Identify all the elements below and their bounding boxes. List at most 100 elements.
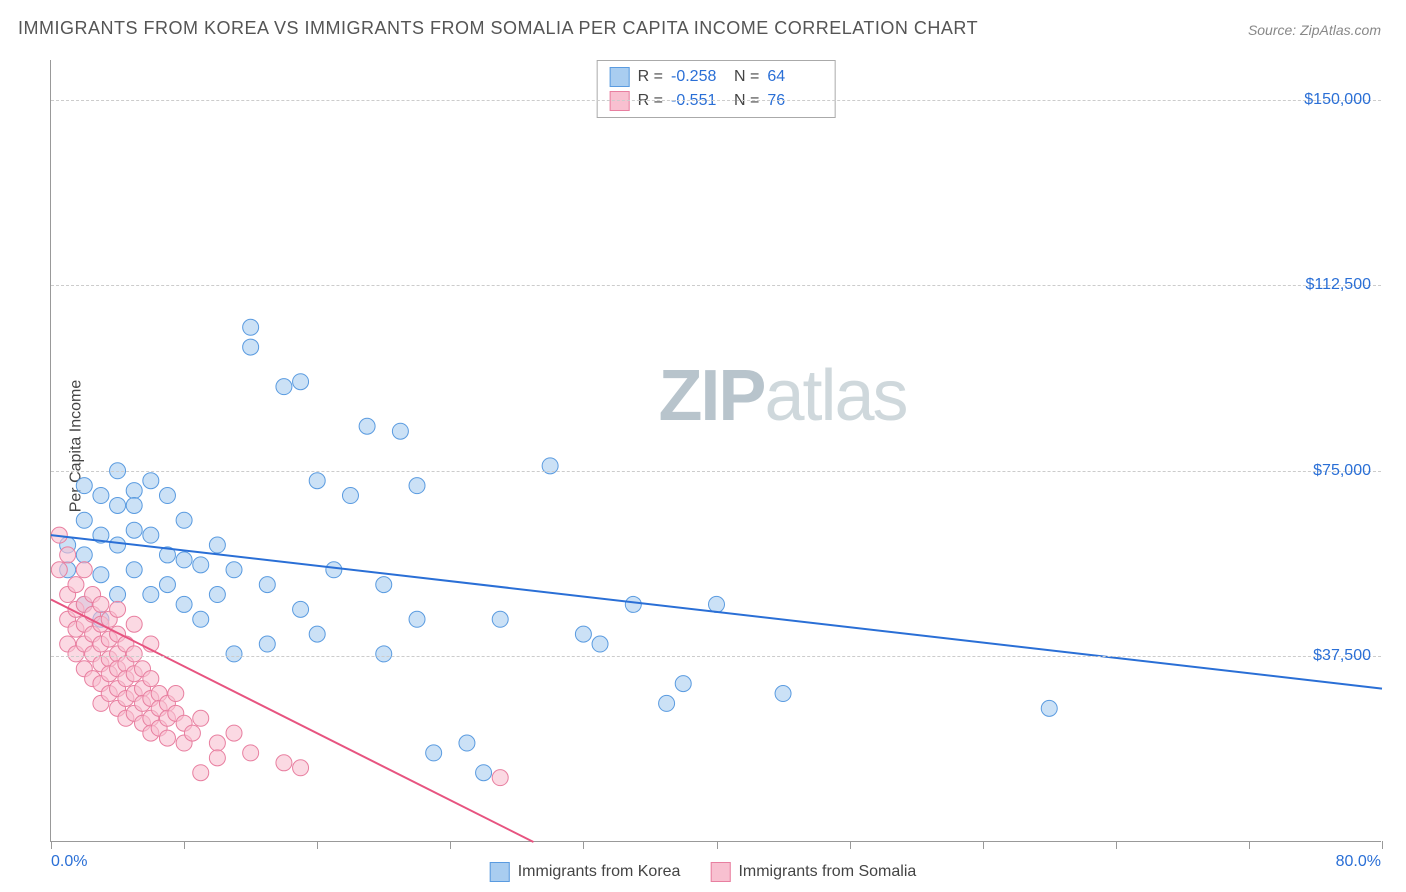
n-label: N = <box>734 92 759 110</box>
x-tick <box>1116 841 1117 849</box>
data-point <box>775 686 791 702</box>
data-point <box>143 671 159 687</box>
data-point <box>675 676 691 692</box>
data-point <box>276 755 292 771</box>
data-point <box>193 611 209 627</box>
data-point <box>276 379 292 395</box>
data-point <box>126 646 142 662</box>
source-label: Source: ZipAtlas.com <box>1248 22 1381 38</box>
stats-box: R =-0.258N =64R =-0.551N =76 <box>597 60 836 118</box>
data-point <box>176 552 192 568</box>
data-point <box>226 646 242 662</box>
data-point <box>226 562 242 578</box>
data-point <box>76 478 92 494</box>
data-point <box>76 562 92 578</box>
x-tick <box>51 841 52 849</box>
data-point <box>293 760 309 776</box>
stats-row: R = -0.258 N = 64 <box>610 65 823 89</box>
data-point <box>243 339 259 355</box>
data-point <box>193 557 209 573</box>
data-point <box>342 488 358 504</box>
data-point <box>309 626 325 642</box>
data-point <box>176 512 192 528</box>
r-label: R = <box>638 68 663 86</box>
data-point <box>376 646 392 662</box>
data-point <box>409 611 425 627</box>
r-value: -0.551 <box>671 92 726 110</box>
data-point <box>184 725 200 741</box>
series-swatch <box>610 67 630 87</box>
data-point <box>76 547 92 563</box>
chart-title: IMMIGRANTS FROM KOREA VS IMMIGRANTS FROM… <box>18 18 978 39</box>
data-point <box>659 695 675 711</box>
series-swatch <box>610 91 630 111</box>
data-point <box>110 587 126 603</box>
regression-line <box>51 535 1382 688</box>
y-tick-label: $75,000 <box>1313 462 1371 480</box>
data-point <box>492 611 508 627</box>
legend-swatch <box>490 862 510 882</box>
data-point <box>110 537 126 553</box>
x-tick <box>583 841 584 849</box>
data-point <box>243 745 259 761</box>
legend-label: Immigrants from Korea <box>518 863 681 881</box>
r-label: R = <box>638 92 663 110</box>
data-point <box>209 750 225 766</box>
data-point <box>126 562 142 578</box>
data-point <box>126 483 142 499</box>
data-point <box>143 527 159 543</box>
x-tick <box>717 841 718 849</box>
data-point <box>159 730 175 746</box>
x-min-label: 0.0% <box>51 853 87 871</box>
x-tick <box>450 841 451 849</box>
gridline <box>51 285 1381 286</box>
data-point <box>209 587 225 603</box>
data-point <box>159 488 175 504</box>
x-tick <box>317 841 318 849</box>
data-point <box>93 488 109 504</box>
data-point <box>459 735 475 751</box>
data-point <box>409 478 425 494</box>
data-point <box>143 587 159 603</box>
data-point <box>110 497 126 513</box>
data-point <box>76 512 92 528</box>
data-point <box>51 562 67 578</box>
r-value: -0.258 <box>671 68 726 86</box>
legend: Immigrants from Korea Immigrants from Som… <box>490 862 917 882</box>
n-value: 64 <box>767 68 822 86</box>
gridline <box>51 656 1381 657</box>
data-point <box>243 319 259 335</box>
x-tick <box>850 841 851 849</box>
data-point <box>126 497 142 513</box>
data-point <box>592 636 608 652</box>
x-tick <box>184 841 185 849</box>
data-point <box>193 765 209 781</box>
y-tick-label: $112,500 <box>1305 276 1371 294</box>
data-point <box>625 596 641 612</box>
data-point <box>193 710 209 726</box>
data-point <box>226 725 242 741</box>
data-point <box>126 522 142 538</box>
n-label: N = <box>734 68 759 86</box>
data-point <box>376 577 392 593</box>
data-point <box>326 562 342 578</box>
legend-swatch <box>710 862 730 882</box>
data-point <box>1041 700 1057 716</box>
data-point <box>492 770 508 786</box>
gridline <box>51 471 1381 472</box>
gridline <box>51 100 1381 101</box>
x-tick <box>983 841 984 849</box>
data-point <box>293 601 309 617</box>
data-point <box>159 577 175 593</box>
data-point <box>93 596 109 612</box>
data-point <box>575 626 591 642</box>
data-point <box>126 616 142 632</box>
x-tick <box>1382 841 1383 849</box>
data-point <box>259 577 275 593</box>
data-point <box>359 418 375 434</box>
data-point <box>110 601 126 617</box>
legend-label: Immigrants from Somalia <box>738 863 916 881</box>
data-point <box>293 374 309 390</box>
data-point <box>209 735 225 751</box>
data-point <box>209 537 225 553</box>
